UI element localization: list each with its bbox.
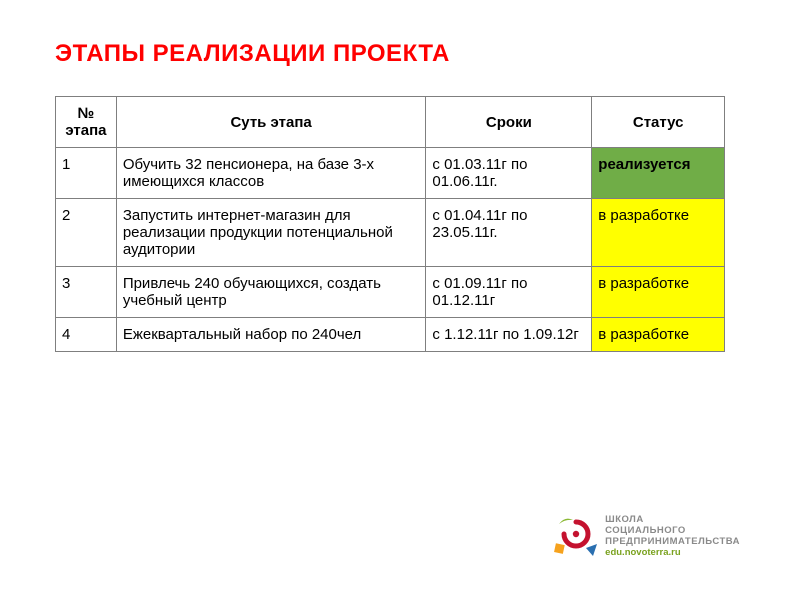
cell-essence: Ежеквартальный набор по 240чел [116, 318, 426, 352]
cell-dates: с 01.09.11г по 01.12.11г [426, 267, 592, 318]
table-row: 1Обучить 32 пенсионера, на базе 3-х имею… [56, 148, 725, 199]
cell-status: в разработке [592, 318, 725, 352]
logo-url: edu.novoterra.ru [605, 548, 740, 559]
cell-status: реализуется [592, 148, 725, 199]
cell-status: в разработке [592, 267, 725, 318]
stages-table: № этапа Суть этапа Сроки Статус 1Обучить… [55, 96, 725, 352]
table-row: 2Запустить интернет-магазин для реализац… [56, 199, 725, 267]
cell-essence: Обучить 32 пенсионера, на базе 3-х имеющ… [116, 148, 426, 199]
cell-num: 2 [56, 199, 117, 267]
cell-dates: с 01.03.11г по 01.06.11г. [426, 148, 592, 199]
cell-dates: с 01.04.11г по 23.05.11г. [426, 199, 592, 267]
cell-num: 4 [56, 318, 117, 352]
table-header-row: № этапа Суть этапа Сроки Статус [56, 97, 725, 148]
cell-num: 3 [56, 267, 117, 318]
cell-num: 1 [56, 148, 117, 199]
cell-status: в разработке [592, 199, 725, 267]
col-header-essence: Суть этапа [116, 97, 426, 148]
col-header-status: Статус [592, 97, 725, 148]
cell-essence: Запустить интернет-магазин для реализаци… [116, 199, 426, 267]
col-header-dates: Сроки [426, 97, 592, 148]
table-row: 3Привлечь 240 обучающихся, создать учебн… [56, 267, 725, 318]
slide-title: ЭТАПЫ РЕАЛИЗАЦИИ ПРОЕКТА [55, 40, 745, 68]
footer-logo: ШКОЛА СОЦИАЛЬНОГО ПРЕДПРИНИМАТЕЛЬСТВА ed… [553, 514, 740, 560]
logo-mark-icon [553, 514, 599, 560]
cell-dates: с 1.12.11г по 1.09.12г [426, 318, 592, 352]
cell-essence: Привлечь 240 обучающихся, создать учебны… [116, 267, 426, 318]
col-header-num: № этапа [56, 97, 117, 148]
table-row: 4Ежеквартальный набор по 240челс 1.12.11… [56, 318, 725, 352]
logo-text: ШКОЛА СОЦИАЛЬНОГО ПРЕДПРИНИМАТЕЛЬСТВА ed… [605, 515, 740, 559]
